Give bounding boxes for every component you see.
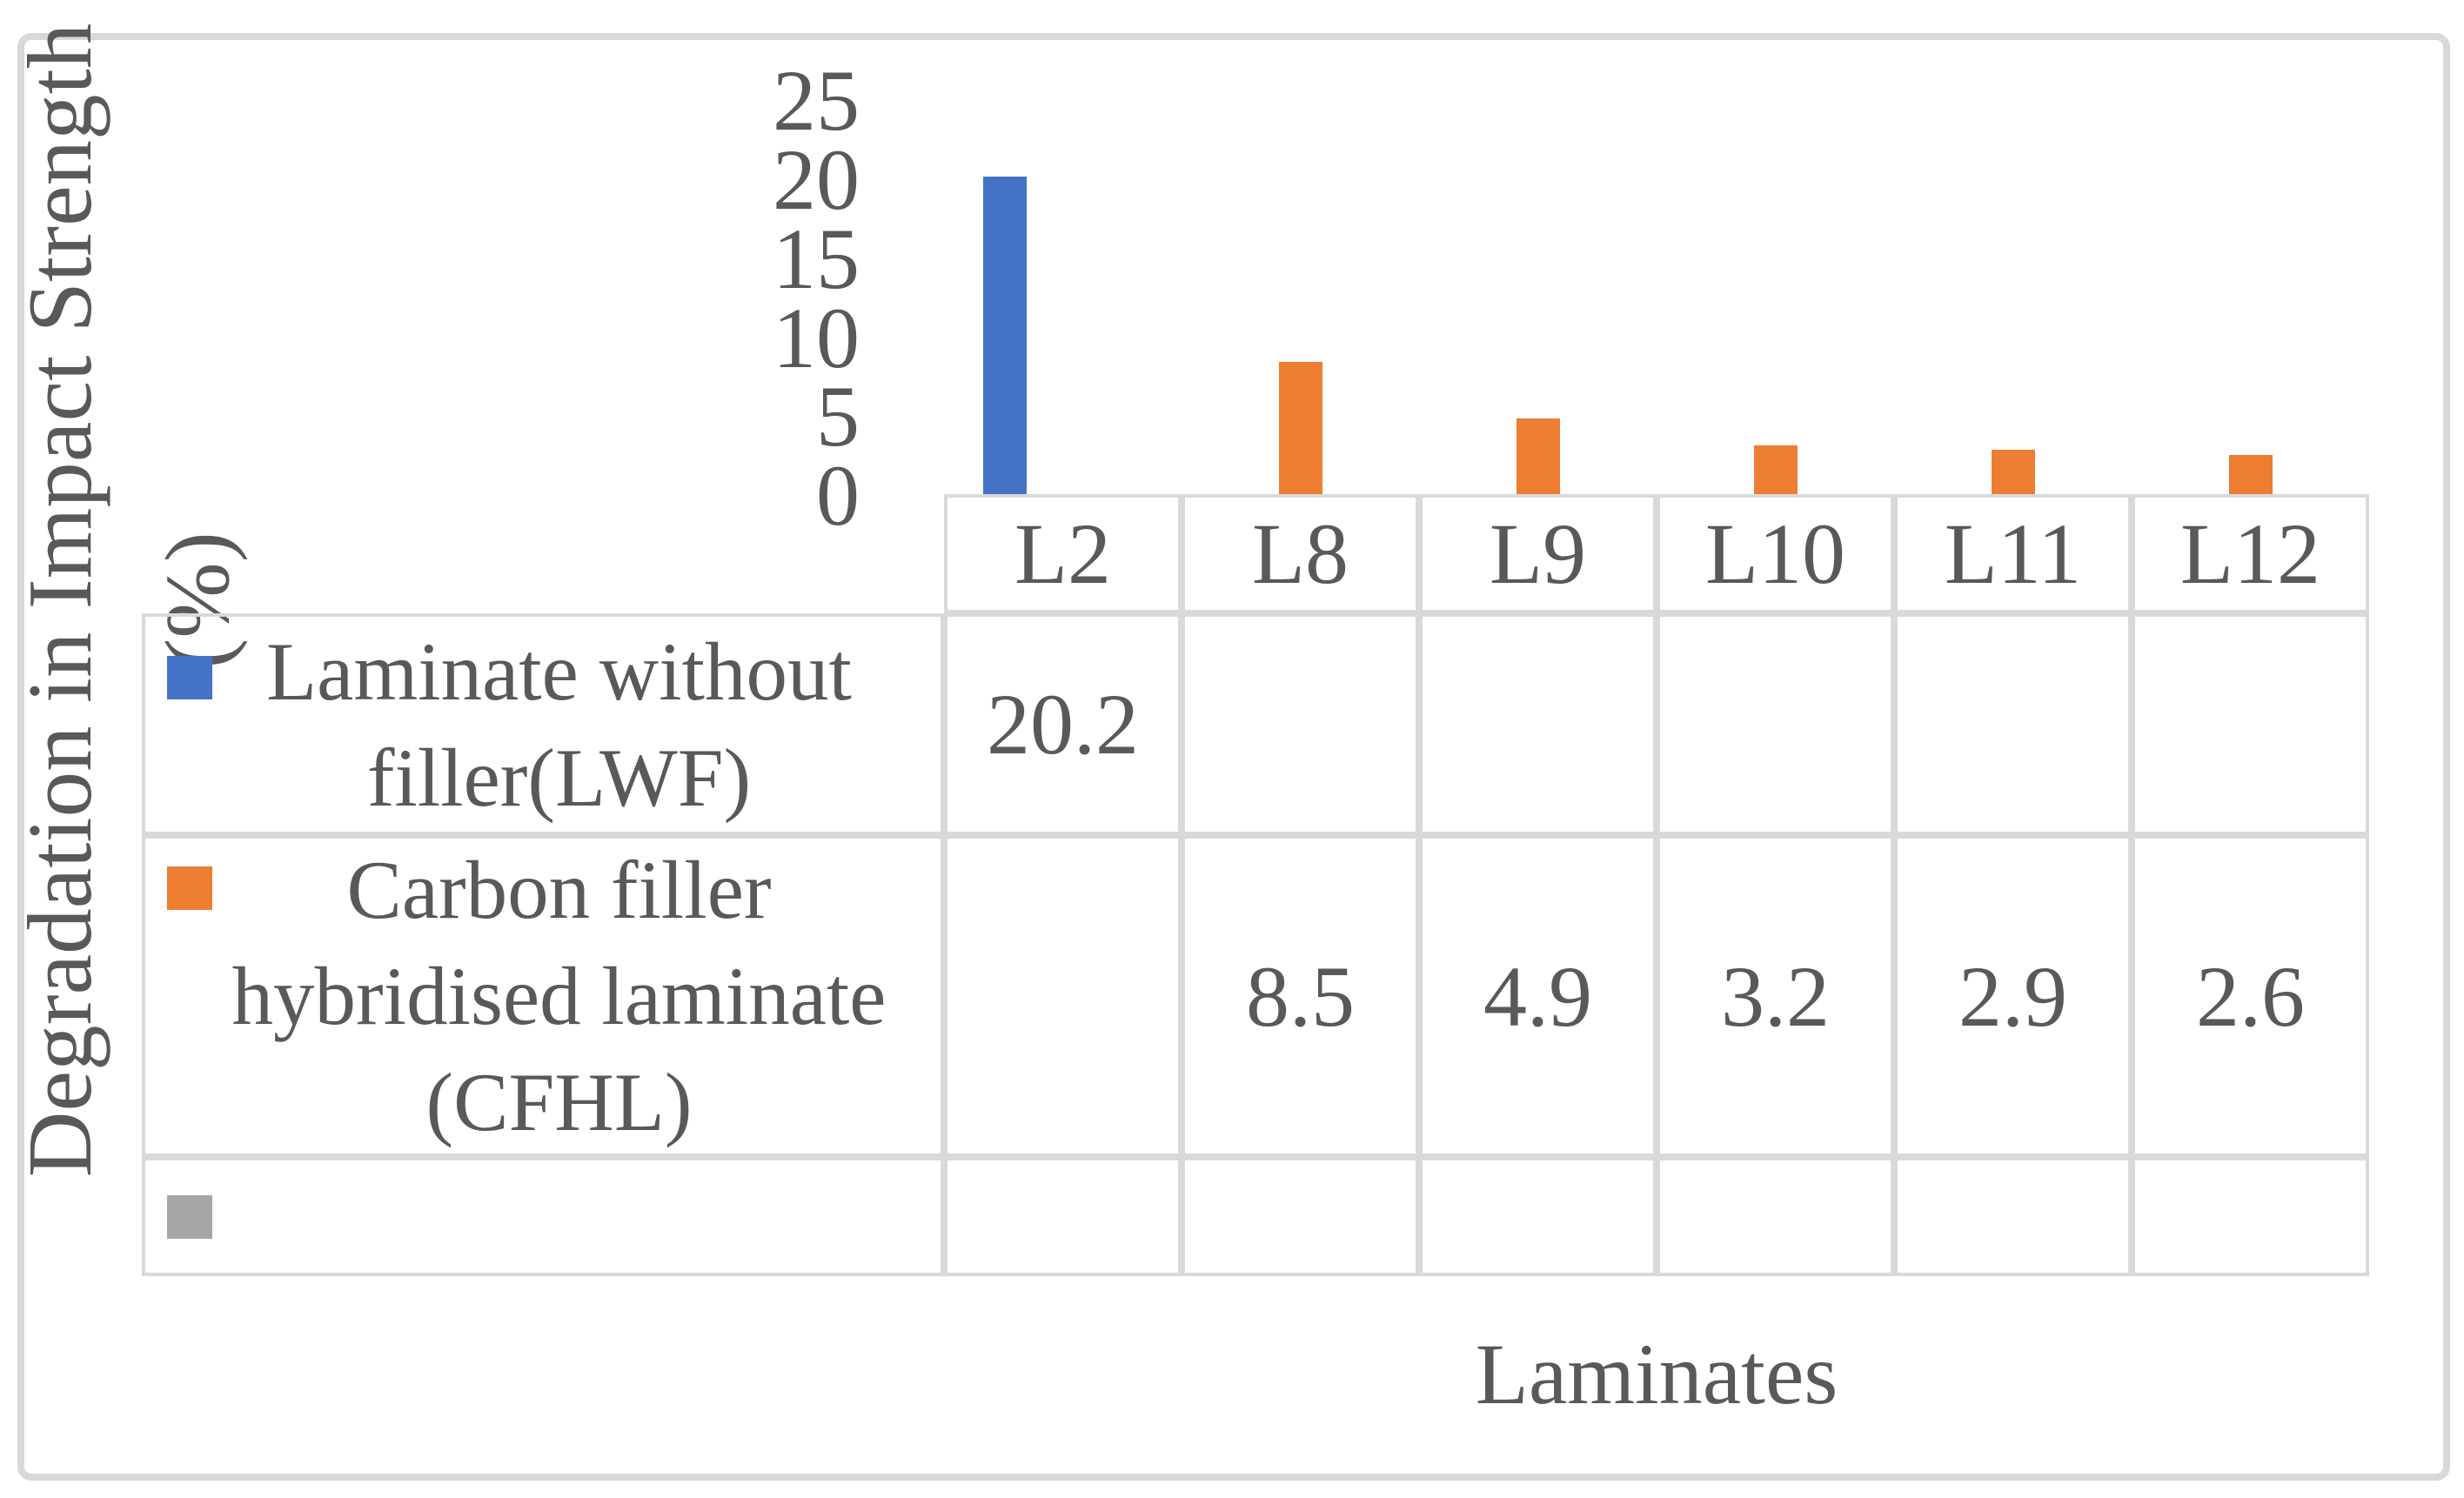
value-cell-l2-series1: 20.2: [944, 613, 1182, 835]
bar-l11-series2: [1991, 450, 2035, 496]
figure-border: [17, 33, 2450, 1481]
series-name-label: Laminate without filler(LWF): [212, 617, 906, 832]
legend-row-series2: Carbon filler hybridised laminate (CFHL): [142, 835, 944, 1157]
value-cell-l11-series2: 2.9: [1894, 835, 2132, 1157]
y-tick-label: 15: [773, 210, 860, 307]
y-axis-title-line1: Degradation in Impact Strength: [9, 23, 110, 1178]
category-header-l2: L2: [944, 494, 1182, 613]
legend-row-series1: Laminate without filler(LWF): [142, 613, 944, 835]
category-header-l8: L8: [1182, 494, 1419, 613]
category-header-l11: L11: [1894, 494, 2132, 613]
category-header-l10: L10: [1657, 494, 1894, 613]
y-tick-label: 10: [773, 289, 860, 386]
series-name-line: Carbon filler: [346, 844, 772, 936]
value-cell-l9-series1: [1419, 613, 1657, 835]
legend-key-swatch-icon: [167, 656, 212, 699]
legend-row-series3: [142, 1157, 944, 1276]
table-corner-spacer: [142, 494, 944, 613]
series-name-label: [212, 1160, 906, 1273]
bar-l10-series2: [1753, 445, 1798, 496]
value-cell-l9-series3: [1419, 1157, 1657, 1276]
value-cell-l11-series1: [1894, 613, 2132, 835]
series-name-label: Carbon filler hybridised laminate (CFHL): [212, 839, 906, 1154]
value-cell-l8-series3: [1182, 1157, 1419, 1276]
value-cell-l8-series2: 8.5: [1182, 835, 1419, 1157]
value-cell-l10-series2: 3.2: [1657, 835, 1894, 1157]
value-cell-l2-series2: [944, 835, 1182, 1157]
y-tick-label: 25: [773, 52, 860, 150]
y-tick-label: 20: [773, 131, 860, 228]
category-header-l9: L9: [1419, 494, 1657, 613]
data-table: L2 L8 L9 L10 L11 L12 Laminate without filler(LW…: [142, 494, 2369, 1276]
series-name-line: (CFHL): [425, 1056, 693, 1148]
value-cell-l12-series3: [2132, 1157, 2369, 1276]
series-name-line: hybridised laminate: [231, 950, 887, 1042]
value-cell-l8-series1: [1182, 613, 1419, 835]
bar-l8-series2: [1278, 361, 1322, 496]
value-cell-l11-series3: [1894, 1157, 2132, 1276]
category-header-l12: L12: [2132, 494, 2369, 613]
bar-l12-series2: [2228, 454, 2273, 496]
x-axis-title: Laminates: [1475, 1326, 1838, 1422]
series-name-line: Laminate without: [266, 625, 852, 718]
value-cell-l12-series1: [2132, 613, 2369, 835]
series-name-line: filler(LWF): [366, 731, 752, 824]
y-tick-label: 5: [816, 368, 860, 465]
value-cell-l10-series1: [1657, 613, 1894, 835]
y-tick-label: 0: [816, 447, 860, 544]
bar-l2-series1: [982, 177, 1027, 496]
value-cell-l10-series3: [1657, 1157, 1894, 1276]
value-cell-l9-series2: 4.9: [1419, 835, 1657, 1157]
legend-key-swatch-icon: [167, 866, 212, 910]
value-cell-l12-series2: 2.6: [2132, 835, 2369, 1157]
value-cell-l2-series3: [944, 1157, 1182, 1276]
legend-key-swatch-icon: [167, 1195, 212, 1239]
bar-l9-series2: [1516, 418, 1560, 496]
